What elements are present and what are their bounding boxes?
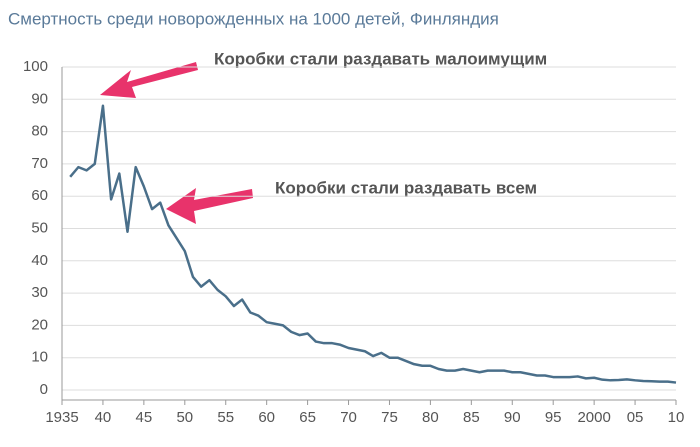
chart-title: Смертность среди новорожденных на 1000 д…: [8, 9, 499, 28]
x-tick-label: 45: [136, 409, 153, 426]
annotation: Коробки стали раздавать малоимущим: [214, 49, 547, 68]
annotation: Коробки стали раздавать всем: [275, 178, 537, 197]
x-tick-label: 55: [217, 409, 234, 426]
x-tick-label: 85: [463, 409, 480, 426]
y-tick-label: 60: [31, 187, 48, 204]
x-tick-label: 80: [422, 409, 439, 426]
y-tick-label: 100: [23, 58, 48, 75]
arrow: [100, 62, 198, 98]
x-tick-label: 50: [176, 409, 193, 426]
y-tick-label: 20: [31, 316, 48, 333]
y-tick-label: 90: [31, 90, 48, 107]
y-tick-label: 70: [31, 155, 48, 172]
y-tick-label: 80: [31, 123, 48, 140]
x-tick-label: 65: [299, 409, 316, 426]
y-tick-label: 10: [31, 349, 48, 366]
x-tick-label: 1935: [45, 409, 78, 426]
data-line: [69, 104, 677, 384]
x-tick-label: 40: [95, 409, 112, 426]
x-tick-label: 75: [381, 409, 398, 426]
x-tick-label: 90: [504, 409, 521, 426]
y-tick-label: 50: [31, 219, 48, 236]
y-tick-label: 30: [31, 284, 48, 301]
x-tick-label: 10: [668, 409, 685, 426]
y-tick-label: 40: [31, 252, 48, 269]
x-tick-label: 60: [258, 409, 275, 426]
x-tick-label: 95: [545, 409, 562, 426]
arrow: [166, 188, 253, 224]
y-tick-label: 0: [40, 381, 48, 398]
x-tick-label: 70: [340, 409, 357, 426]
x-tick-label: 05: [627, 409, 644, 426]
x-tick-label: 2000: [577, 409, 610, 426]
